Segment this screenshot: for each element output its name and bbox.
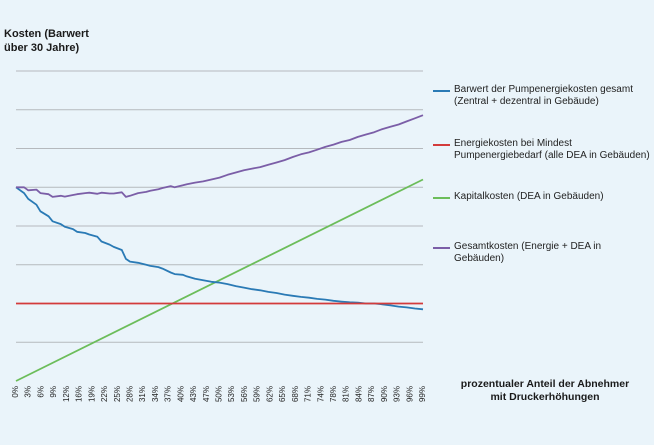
x-tick-label: 62% [265, 386, 274, 402]
x-tick-label: 93% [393, 386, 402, 402]
x-tick-label: 74% [316, 386, 325, 402]
x-tick-label: 87% [367, 386, 376, 402]
x-tick-label: 22% [100, 386, 109, 402]
x-tick-label: 34% [151, 386, 160, 402]
x-tick-label: 68% [291, 386, 300, 402]
x-tick-label: 90% [380, 386, 389, 402]
series-line-barwert [15, 186, 424, 311]
legend-label-barwert: Barwert der Pumpenergiekosten gesamt (Ze… [454, 84, 633, 107]
legend-swatch-kapitalkosten [433, 197, 450, 199]
y-axis-label: Kosten (Barwert über 30 Jahre) [4, 28, 89, 54]
series-line-gesamtkosten [16, 114, 424, 198]
x-tick-label: 6% [36, 386, 45, 398]
legend-label-gesamtkosten: Gesamtkosten (Energie + DEA in Gebäuden) [454, 241, 602, 264]
x-tick-label: 81% [342, 386, 351, 402]
x-tick-label: 84% [354, 386, 363, 402]
x-tick-label: 56% [240, 386, 249, 402]
x-tick-label: 53% [227, 386, 236, 402]
x-tick-label: 71% [304, 386, 313, 402]
legend-label-energiekosten: Energiekosten bei Mindest Pumpenergiebed… [454, 138, 650, 161]
x-tick-label: 28% [126, 386, 135, 402]
x-tick-label: 65% [278, 386, 287, 402]
x-tick-label: 19% [87, 386, 96, 402]
x-tick-label: 37% [164, 386, 173, 402]
x-tick-label: 99% [418, 386, 427, 402]
x-tick-label: 96% [405, 386, 414, 402]
legend-swatch-gesamtkosten [433, 247, 450, 249]
legend-swatch-energiekosten [433, 144, 450, 146]
x-tick-label: 0% [11, 386, 20, 398]
x-tick-label: 43% [189, 386, 198, 402]
x-tick-label: 59% [253, 386, 262, 402]
x-tick-label: 9% [49, 386, 58, 398]
legend-label-kapitalkosten: Kapitalkosten (DEA in Gebäuden) [454, 191, 604, 202]
x-tick-label: 3% [24, 386, 33, 398]
legend-swatch-barwert [433, 90, 450, 92]
x-tick-label: 12% [62, 386, 71, 402]
x-tick-label: 78% [329, 386, 338, 402]
x-tick-label: 25% [113, 386, 122, 402]
x-axis-label: prozentualer Anteil der Abnehmer mit Dru… [460, 378, 630, 403]
x-tick-label: 31% [138, 386, 147, 402]
x-tick-label: 50% [215, 386, 224, 402]
series-line-kapitalkosten [15, 178, 424, 382]
x-tick-label: 40% [176, 386, 185, 402]
x-tick-label: 47% [202, 386, 211, 402]
x-tick-label: 16% [75, 386, 84, 402]
